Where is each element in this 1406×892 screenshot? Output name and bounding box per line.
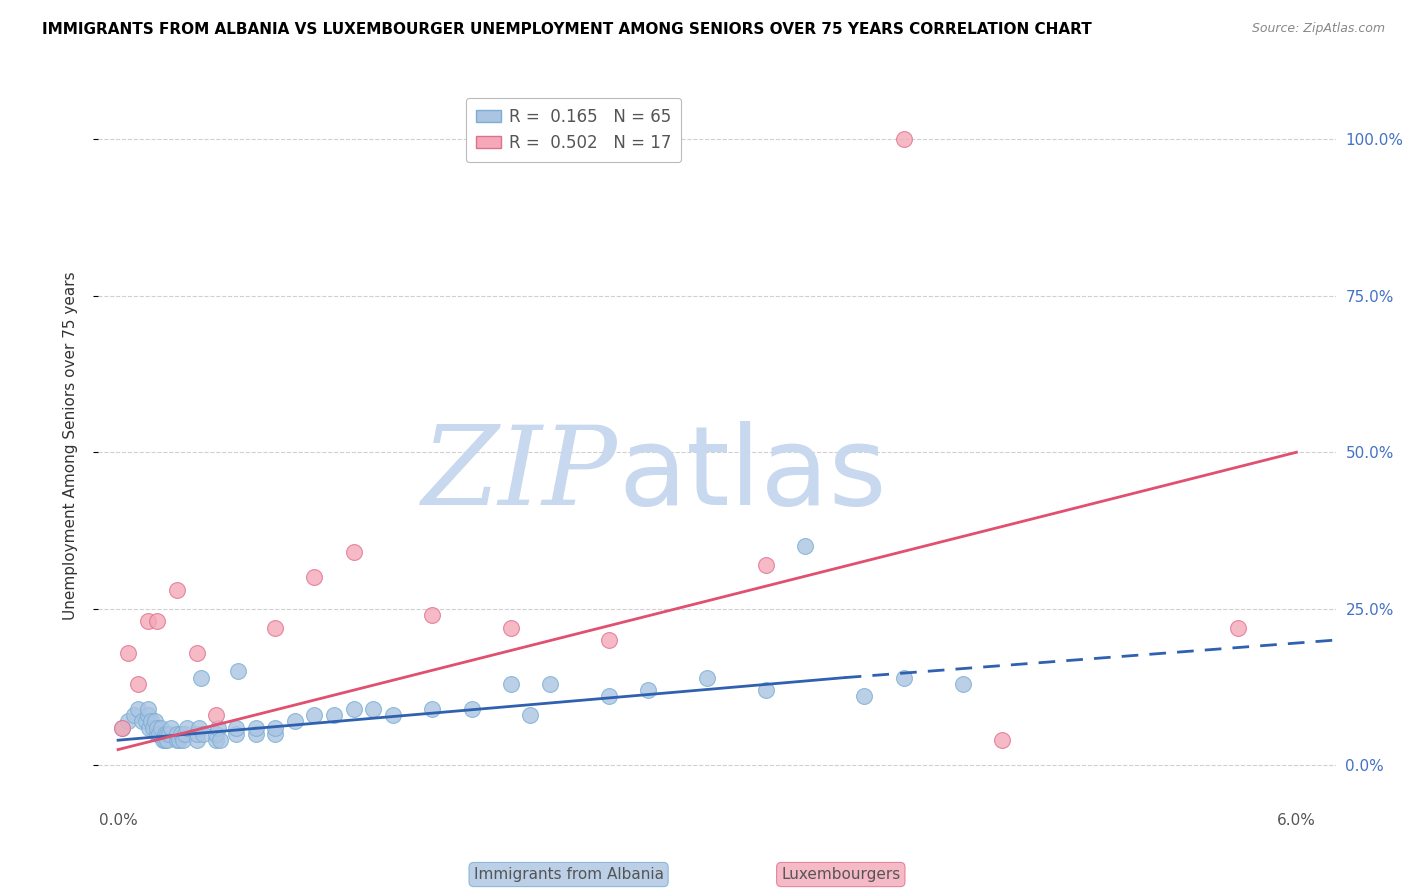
Point: [157, 727, 180, 741]
Point: [150, 721, 173, 735]
Point: [136, 702, 159, 716]
Point: [205, 708, 228, 723]
Point: [131, 714, 153, 729]
Point: [264, 621, 287, 635]
Point: [598, 633, 620, 648]
Point: [245, 721, 267, 735]
Text: IMMIGRANTS FROM ALBANIA VS LUXEMBOURGER UNEMPLOYMENT AMONG SENIORS OVER 75 YEARS: IMMIGRANTS FROM ALBANIA VS LUXEMBOURGER …: [42, 22, 1092, 37]
Point: [460, 702, 482, 716]
Point: [382, 708, 405, 723]
Point: [146, 727, 169, 741]
Point: [136, 614, 159, 628]
Point: [111, 721, 134, 735]
Point: [186, 646, 208, 660]
Point: [111, 721, 134, 735]
Point: [755, 683, 778, 698]
Point: [284, 714, 307, 729]
Point: [696, 671, 718, 685]
Point: [167, 733, 190, 747]
Point: [225, 727, 247, 741]
Point: [755, 558, 778, 572]
Point: [225, 721, 247, 735]
Point: [519, 708, 541, 723]
Point: [207, 721, 229, 735]
Point: [122, 708, 145, 723]
Point: [117, 714, 139, 729]
Point: [420, 702, 443, 716]
Point: [191, 727, 214, 741]
Point: [187, 721, 209, 735]
Point: [138, 721, 160, 735]
Point: [420, 607, 443, 622]
Point: [148, 727, 170, 741]
Text: Luxembourgers: Luxembourgers: [782, 867, 900, 882]
Point: [205, 733, 228, 747]
Text: atlas: atlas: [619, 421, 887, 528]
Text: Source: ZipAtlas.com: Source: ZipAtlas.com: [1251, 22, 1385, 36]
Point: [538, 677, 561, 691]
Point: [141, 714, 163, 729]
Point: [136, 708, 159, 723]
Point: [853, 690, 876, 704]
Point: [598, 690, 620, 704]
Point: [991, 733, 1014, 747]
Point: [117, 646, 139, 660]
Point: [499, 621, 522, 635]
Point: [304, 570, 326, 584]
Point: [190, 671, 212, 685]
Point: [153, 727, 176, 741]
Point: [153, 733, 176, 747]
Point: [637, 683, 659, 698]
Point: [209, 733, 232, 747]
Point: [205, 727, 228, 741]
Point: [127, 702, 149, 716]
Text: Immigrants from Albania: Immigrants from Albania: [474, 867, 664, 882]
Point: [264, 727, 287, 741]
Point: [127, 677, 149, 691]
Point: [893, 132, 915, 146]
Point: [166, 727, 188, 741]
Point: [156, 727, 179, 741]
Point: [166, 582, 188, 597]
Point: [170, 727, 193, 741]
Point: [343, 702, 366, 716]
Point: [146, 721, 169, 735]
Point: [186, 727, 208, 741]
Point: [135, 714, 157, 729]
Point: [173, 727, 195, 741]
Point: [186, 733, 208, 747]
Point: [1226, 621, 1249, 635]
Point: [146, 614, 169, 628]
Point: [363, 702, 385, 716]
Point: [952, 677, 974, 691]
Point: [166, 733, 188, 747]
Point: [176, 721, 198, 735]
Point: [264, 721, 287, 735]
Point: [172, 733, 194, 747]
Point: [245, 727, 267, 741]
Point: [304, 708, 326, 723]
Y-axis label: Unemployment Among Seniors over 75 years: Unemployment Among Seniors over 75 years: [63, 272, 77, 620]
Point: [794, 539, 817, 553]
Point: [152, 733, 174, 747]
Point: [142, 721, 165, 735]
Text: ZIP: ZIP: [422, 421, 619, 528]
Point: [160, 721, 183, 735]
Point: [343, 545, 366, 559]
Point: [893, 671, 915, 685]
Point: [145, 714, 167, 729]
Legend: R =  0.165   N = 65, R =  0.502   N = 17: R = 0.165 N = 65, R = 0.502 N = 17: [465, 97, 682, 161]
Point: [323, 708, 346, 723]
Point: [499, 677, 522, 691]
Point: [226, 665, 249, 679]
Point: [156, 733, 179, 747]
